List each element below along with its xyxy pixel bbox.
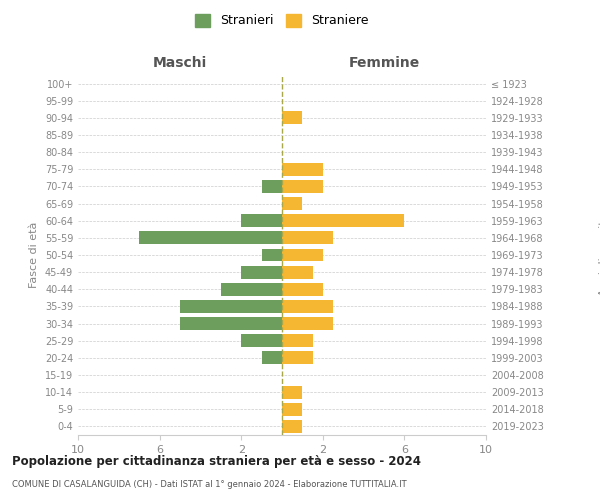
Bar (139, 232, 282, 244)
Bar (282, 283, 323, 296)
Bar (241, 266, 282, 278)
Text: Maschi: Maschi (153, 56, 207, 70)
Bar (282, 163, 323, 175)
Bar (282, 197, 302, 210)
Bar (282, 352, 313, 364)
Bar (282, 214, 404, 227)
Bar (282, 317, 333, 330)
Text: Popolazione per cittadinanza straniera per età e sesso - 2024: Popolazione per cittadinanza straniera p… (12, 455, 421, 468)
Bar (180, 317, 282, 330)
Bar (282, 420, 302, 433)
Bar (262, 248, 282, 262)
Bar (221, 283, 282, 296)
Bar (282, 266, 313, 278)
Bar (282, 232, 333, 244)
Y-axis label: Fasce di età: Fasce di età (29, 222, 39, 288)
Bar (241, 334, 282, 347)
Y-axis label: Anni di nascita: Anni di nascita (599, 214, 600, 296)
Bar (262, 352, 282, 364)
Bar (282, 300, 333, 313)
Bar (282, 180, 323, 193)
Bar (282, 248, 323, 262)
Bar (282, 334, 313, 347)
Text: COMUNE DI CASALANGUIDA (CH) - Dati ISTAT al 1° gennaio 2024 - Elaborazione TUTTI: COMUNE DI CASALANGUIDA (CH) - Dati ISTAT… (12, 480, 407, 489)
Bar (241, 214, 282, 227)
Bar (282, 112, 302, 124)
Bar (282, 386, 302, 398)
Legend: Stranieri, Straniere: Stranieri, Straniere (190, 8, 374, 32)
Text: Femmine: Femmine (349, 56, 419, 70)
Bar (180, 300, 282, 313)
Bar (262, 180, 282, 193)
Bar (282, 403, 302, 415)
